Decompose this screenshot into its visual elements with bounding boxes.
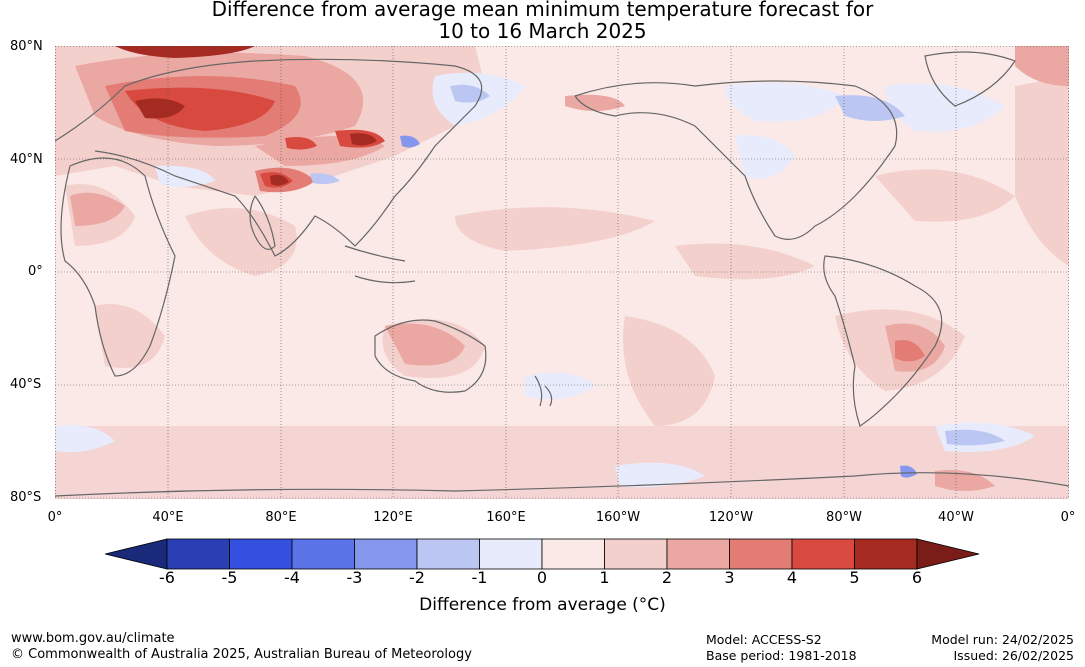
- lon-label-80w: 80°W: [826, 510, 862, 525]
- footer-url: www.bom.gov.au/climate: [11, 631, 175, 646]
- footer-copyright: © Commonwealth of Australia 2025, Austra…: [11, 647, 472, 662]
- colorbar-segment: [666, 538, 730, 570]
- colorbar-tick-label: 0: [536, 568, 548, 587]
- colorbar-tick-label: 4: [786, 568, 798, 587]
- colorbar-segment: [729, 538, 793, 570]
- lon-label-120e: 120°E: [373, 510, 413, 525]
- lat-label-0: 0°: [28, 264, 43, 279]
- colorbar-tick-label: 2: [661, 568, 673, 587]
- lon-label-40e: 40°E: [152, 510, 184, 525]
- colorbar-segment: [791, 538, 855, 570]
- lon-label-160w: 160°W: [595, 510, 641, 525]
- lat-label-80n: 80°N: [10, 39, 43, 54]
- colorbar-segment: [416, 538, 480, 570]
- colorbar-tick-label: -2: [409, 568, 425, 587]
- anomaly-field: [55, 46, 1069, 499]
- colorbar-tick-label: 6: [911, 568, 923, 587]
- chart-title-line-1: Difference from average mean minimum tem…: [211, 0, 874, 21]
- footer-issued: Issued: 26/02/2025: [953, 648, 1075, 663]
- colorbar-tick-label: -1: [471, 568, 488, 587]
- colorbar-tick-label: -4: [284, 568, 300, 587]
- lat-label-40n: 40°N: [10, 152, 43, 167]
- colorbar-tick-label: -6: [159, 568, 175, 587]
- lon-label-0: 0°: [47, 510, 63, 525]
- colorbar: [105, 538, 980, 570]
- colorbar-segment: [479, 538, 543, 570]
- coastlines: [55, 51, 1069, 497]
- lon-label-40w: 40°W: [938, 510, 974, 525]
- colorbar-tick-label: 3: [724, 568, 735, 587]
- colorbar-label: Difference from average (°C): [419, 595, 666, 615]
- colorbar-segment: [229, 538, 293, 570]
- lat-label-80s: 80°S: [10, 490, 42, 505]
- colorbar-segment: [604, 538, 668, 570]
- lon-label-80e: 80°E: [265, 510, 297, 525]
- colorbar-segment: [354, 538, 418, 570]
- lon-label-160e: 160°E: [486, 510, 526, 525]
- lon-label-0-east: 0°: [1060, 510, 1076, 525]
- temperature-anomaly-map: [55, 46, 1069, 499]
- colorbar-extend-high: [916, 538, 980, 570]
- colorbar-segment: [854, 538, 918, 570]
- graticule: [55, 46, 1069, 499]
- colorbar-tick-label: 5: [849, 568, 860, 587]
- colorbar-segment: [291, 538, 355, 570]
- footer-model: Model: ACCESS-S2: [706, 632, 822, 647]
- colorbar-tick-label: 1: [599, 568, 610, 587]
- colorbar-tick-label: -5: [221, 568, 238, 587]
- colorbar-segment: [166, 538, 230, 570]
- colorbar-segment: [541, 538, 605, 570]
- lon-label-120w: 120°W: [708, 510, 754, 525]
- footer-base-period: Base period: 1981-2018: [706, 648, 857, 663]
- colorbar-extend-low: [105, 538, 168, 570]
- colorbar-tick-label: -3: [346, 568, 363, 587]
- lat-label-40s: 40°S: [10, 377, 42, 392]
- footer-model-run: Model run: 24/02/2025: [931, 632, 1074, 647]
- chart-title-line-2: 10 to 16 March 2025: [438, 19, 647, 43]
